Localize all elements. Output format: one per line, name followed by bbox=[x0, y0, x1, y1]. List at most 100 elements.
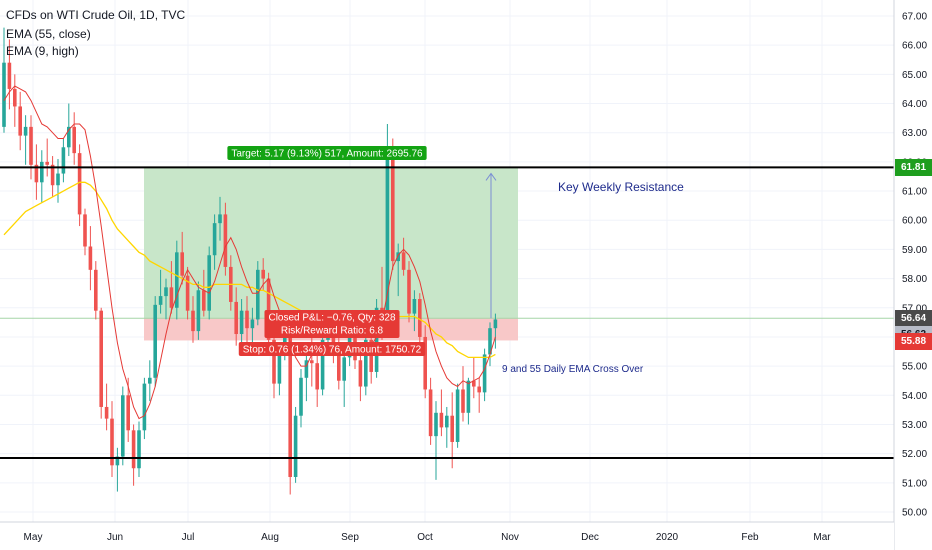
candle-body bbox=[304, 360, 309, 378]
candle-body bbox=[191, 310, 195, 332]
x-tick-label: Nov bbox=[501, 532, 519, 543]
target-label-bg bbox=[227, 146, 427, 160]
candle-body bbox=[45, 161, 49, 165]
candle-body bbox=[256, 269, 260, 320]
price-axis[interactable] bbox=[894, 0, 932, 550]
candle-body bbox=[175, 252, 179, 308]
candle-body bbox=[212, 223, 217, 256]
candle-body bbox=[110, 418, 114, 466]
candle-body bbox=[358, 360, 363, 387]
candle-body bbox=[67, 126, 71, 148]
y-tick-label: 55.00 bbox=[902, 362, 927, 373]
y-tick-label: 61.00 bbox=[902, 187, 927, 198]
closed-pnl-label: Closed P&L: −0.76, Qty: 328 bbox=[268, 313, 395, 324]
x-tick-label: 2020 bbox=[656, 532, 679, 543]
candle-body bbox=[223, 214, 228, 267]
legend-ema-55[interactable]: EMA (55, close) bbox=[6, 27, 91, 41]
y-tick-label: 63.00 bbox=[902, 128, 927, 139]
candle-body bbox=[61, 147, 66, 174]
y-tick-label: 52.00 bbox=[902, 449, 927, 460]
x-tick-label: Sep bbox=[341, 532, 359, 543]
candle-body bbox=[310, 360, 314, 364]
candle-body bbox=[13, 88, 17, 107]
x-tick-label: Dec bbox=[581, 532, 599, 543]
candle-body bbox=[72, 126, 76, 154]
resistance-annotation: Key Weekly Resistance bbox=[558, 180, 684, 194]
candle-body bbox=[153, 304, 157, 378]
candle-body bbox=[445, 415, 449, 428]
target-zone bbox=[144, 167, 518, 319]
candle-body bbox=[29, 126, 33, 165]
candle-body bbox=[331, 325, 336, 355]
target-label: Target: 5.17 (9.13%) 517, Amount: 2695.7… bbox=[231, 149, 423, 160]
candle-body bbox=[196, 290, 201, 332]
y-tick-label: 66.00 bbox=[902, 41, 927, 52]
candle-body bbox=[385, 150, 390, 332]
time-axis[interactable] bbox=[0, 522, 894, 550]
ema-9-line bbox=[3, 85, 496, 420]
candle-body bbox=[234, 301, 238, 335]
candle-body bbox=[245, 310, 249, 329]
candle-body bbox=[50, 164, 55, 186]
risk-reward-label: Risk/Reward Ratio: 6.8 bbox=[281, 326, 384, 337]
candle-body bbox=[239, 310, 244, 335]
x-tick-label: Jun bbox=[107, 532, 123, 543]
candle-body bbox=[288, 328, 292, 477]
candle-body bbox=[126, 395, 130, 431]
candle-body bbox=[364, 339, 368, 387]
candle-body bbox=[18, 106, 22, 136]
candle-body bbox=[272, 339, 276, 384]
candle-body bbox=[23, 126, 28, 136]
candle-body bbox=[347, 322, 352, 358]
candle-body bbox=[104, 406, 109, 419]
price-tag-resistance: 61.81 bbox=[895, 158, 932, 176]
y-tick-label: 58.00 bbox=[902, 274, 927, 285]
x-tick-label: Aug bbox=[261, 532, 279, 543]
candle-body bbox=[131, 430, 136, 469]
candle-body bbox=[412, 299, 417, 314]
candle-body bbox=[342, 357, 346, 381]
x-tick-label: Feb bbox=[741, 532, 759, 543]
candle-body bbox=[164, 287, 168, 297]
candle-body bbox=[439, 412, 444, 428]
candle-body bbox=[493, 319, 498, 329]
price-tag-ema-55: 55.88 bbox=[895, 333, 932, 351]
time-axis-ticks: May Jun Jul Aug Sep Oct Nov Dec 2020 Feb Mar bbox=[24, 532, 832, 543]
candle-body bbox=[293, 415, 298, 477]
candle-body bbox=[142, 383, 147, 431]
candle-body bbox=[401, 252, 406, 270]
target-arrow bbox=[485, 172, 497, 319]
candle-body bbox=[482, 354, 487, 393]
candle-body bbox=[418, 299, 422, 337]
ema-cross-annotation: 9 and 55 Daily EMA Cross Over bbox=[502, 364, 644, 375]
candle-body bbox=[7, 62, 12, 89]
stop-label-bg bbox=[238, 342, 426, 356]
candle-body bbox=[158, 296, 163, 305]
y-tick-label: 59.00 bbox=[902, 245, 927, 256]
y-tick-label: 54.00 bbox=[902, 391, 927, 402]
candle-body bbox=[99, 310, 103, 407]
y-tick-label: 60.00 bbox=[902, 216, 927, 227]
candle-body bbox=[455, 389, 460, 442]
candle-body bbox=[477, 386, 481, 393]
candle-body bbox=[218, 214, 222, 224]
candle-body bbox=[391, 150, 395, 262]
candlestick-series bbox=[2, 27, 498, 495]
x-tick-label: Mar bbox=[813, 532, 831, 543]
legend-ema-9[interactable]: EMA (9, high) bbox=[6, 44, 79, 58]
candle-body bbox=[277, 348, 282, 384]
x-tick-label: Oct bbox=[417, 532, 433, 543]
candle-body bbox=[202, 290, 206, 311]
candle-body bbox=[434, 412, 438, 437]
y-tick-label: 67.00 bbox=[902, 12, 927, 23]
candle-body bbox=[407, 269, 411, 314]
candle-body bbox=[34, 164, 39, 183]
candle-body bbox=[180, 252, 184, 276]
candle-body bbox=[121, 395, 125, 457]
candle-body bbox=[77, 153, 82, 215]
candle-body bbox=[185, 275, 190, 311]
candle-body bbox=[488, 328, 492, 355]
candle-body bbox=[207, 255, 211, 311]
candle-body bbox=[299, 377, 303, 416]
